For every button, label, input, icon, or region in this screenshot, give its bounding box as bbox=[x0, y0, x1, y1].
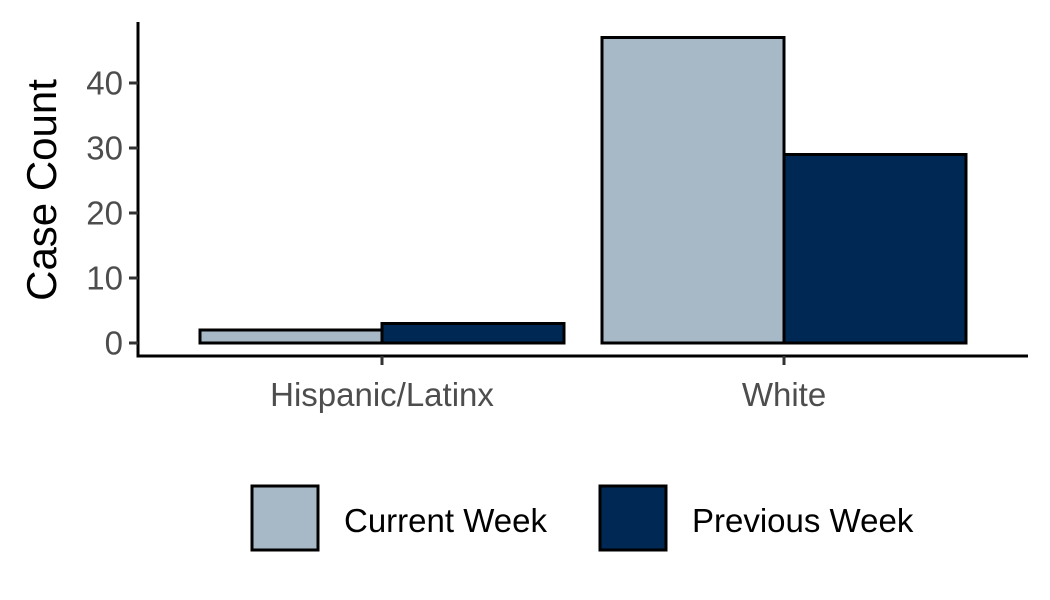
bar-previous-week-1 bbox=[782, 153, 968, 345]
y-tick-label: 40 bbox=[86, 65, 123, 102]
legend-label-current-week: Current Week bbox=[344, 502, 547, 539]
x-tick-label: White bbox=[742, 376, 826, 413]
bar-previous-week-0 bbox=[380, 322, 566, 345]
bar-current-week-1 bbox=[600, 36, 786, 345]
bar-current-week-0 bbox=[198, 328, 384, 345]
y-tick-label: 10 bbox=[86, 260, 123, 297]
legend-key-previous-week bbox=[598, 484, 668, 552]
y-axis-title: Case Count bbox=[18, 79, 65, 301]
legend: Current Week Previous Week bbox=[250, 484, 914, 552]
y-tick-label: 0 bbox=[105, 325, 123, 362]
x-tick-label: Hispanic/Latinx bbox=[270, 376, 494, 413]
y-tick-label: 20 bbox=[86, 195, 123, 232]
legend-label-previous-week: Previous Week bbox=[692, 502, 914, 539]
plot-area: 0 10 20 30 40 Hispanic/Latinx White bbox=[86, 22, 1028, 413]
y-tick-label: 30 bbox=[86, 130, 123, 167]
legend-key-current-week bbox=[250, 484, 320, 552]
